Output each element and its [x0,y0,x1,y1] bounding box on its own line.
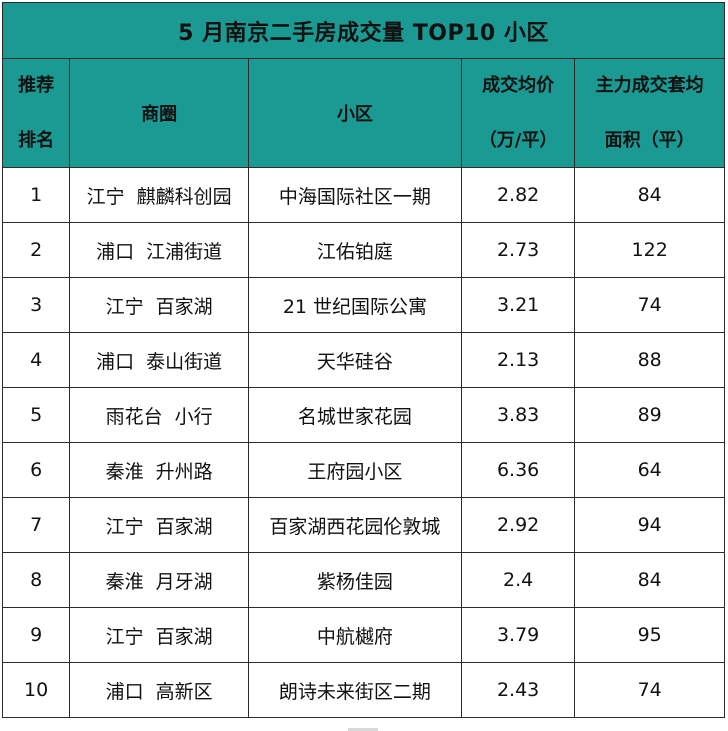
header-area-line2: 面积（平） [604,130,695,151]
header-price-line2: （万/平） [478,130,558,151]
cell-price: 2.92 [460,497,576,553]
table-row: 4 浦口 泰山街道 天华硅谷 2.13 88 [1,332,725,388]
district-area: 月牙湖 [155,570,213,593]
cell-price: 3.21 [460,277,576,333]
cell-community: 江佑铂庭 [248,222,462,278]
cell-rank: 6 [1,442,71,498]
cell-district: 江宁 麒麟科创园 [69,167,249,223]
district-city: 雨花台 [105,405,163,428]
cell-rank: 3 [1,277,71,333]
cell-area: 94 [574,497,725,553]
district-area: 江浦街道 [146,240,223,263]
table-row: 8 秦淮 月牙湖 紫杨佳园 2.4 84 [1,552,725,608]
header-area-line1: 主力成交套均 [595,75,704,96]
table-row: 5 雨花台 小行 名城世家花园 3.83 89 [1,387,725,443]
table-body: 1 江宁 麒麟科创园 中海国际社区一期 2.82 84 2 浦口 江浦街道 江佑铂庭 2.73 122… [1,167,725,718]
header-area: 主力成交套均 面积（平） [574,58,725,168]
cell-district: 浦口 泰山街道 [69,332,249,388]
cell-price: 2.13 [460,332,576,388]
cell-district: 江宁 百家湖 [69,277,249,333]
district-city: 秦淮 [105,460,144,483]
cell-community: 王府园小区 [248,442,462,498]
cell-district: 浦口 高新区 [69,662,249,718]
cell-area: 74 [574,277,725,333]
district-area: 麒麟科创园 [136,185,232,208]
header-rank-line1: 推荐 [18,75,55,96]
cell-rank: 7 [1,497,71,553]
table-row: 2 浦口 江浦街道 江佑铂庭 2.73 122 [1,222,725,278]
district-area: 泰山街道 [146,350,223,373]
cell-area: 88 [574,332,725,388]
cell-community: 名城世家花园 [248,387,462,443]
cell-area: 122 [574,222,725,278]
table-row: 10 浦口 高新区 朗诗未来街区二期 2.43 74 [1,662,725,718]
table-row: 3 江宁 百家湖 21 世纪国际公寓 3.21 74 [1,277,725,333]
district-area: 小行 [174,405,213,428]
cell-community: 21 世纪国际公寓 [248,277,462,333]
cell-rank: 2 [1,222,71,278]
district-area: 高新区 [155,680,213,703]
cell-price: 2.43 [460,662,576,718]
cell-area: 84 [574,552,725,608]
cell-rank: 9 [1,607,71,663]
district-area: 百家湖 [155,295,213,318]
table-row: 1 江宁 麒麟科创园 中海国际社区一期 2.82 84 [1,167,725,223]
cell-area: 95 [574,607,725,663]
cell-district: 雨花台 小行 [69,387,249,443]
table-row: 6 秦淮 升州路 王府园小区 6.36 64 [1,442,725,498]
cell-district: 江宁 百家湖 [69,497,249,553]
district-city: 江宁 [86,185,125,208]
district-city: 江宁 [105,295,144,318]
header-district: 商圈 [69,58,249,168]
cell-area: 84 [574,167,725,223]
cell-community: 中海国际社区一期 [248,167,462,223]
header-community: 小区 [248,58,462,168]
district-area: 百家湖 [155,515,213,538]
cell-district: 江宁 百家湖 [69,607,249,663]
header-price-line1: 成交均价 [482,75,555,96]
cell-area: 74 [574,662,725,718]
header-price: 成交均价 （万/平） [460,58,576,168]
cell-district: 秦淮 月牙湖 [69,552,249,608]
district-city: 江宁 [105,515,144,538]
cell-community: 天华硅谷 [248,332,462,388]
cell-rank: 10 [1,662,71,718]
cell-price: 3.83 [460,387,576,443]
cell-district: 秦淮 升州路 [69,442,249,498]
cell-area: 64 [574,442,725,498]
cell-price: 2.4 [460,552,576,608]
district-area: 百家湖 [155,625,213,648]
cell-community: 朗诗未来街区二期 [248,662,462,718]
header-rank: 推荐 排名 [1,58,71,168]
cell-community: 中航樾府 [248,607,462,663]
cell-price: 2.73 [460,222,576,278]
table-title: 5 月南京二手房成交量 TOP10 小区 [2,2,725,59]
cell-price: 3.79 [460,607,576,663]
district-city: 江宁 [105,625,144,648]
district-city: 浦口 [105,680,144,703]
cell-rank: 8 [1,552,71,608]
table-row: 9 江宁 百家湖 中航樾府 3.79 95 [1,607,725,663]
district-city: 浦口 [96,240,135,263]
district-city: 浦口 [96,350,135,373]
cell-community: 百家湖西花园伦敦城 [248,497,462,553]
top10-table: 5 月南京二手房成交量 TOP10 小区 推荐 排名 商圈 小区 成交均价 （万… [1,2,725,718]
cell-rank: 4 [1,332,71,388]
district-area: 升州路 [155,460,213,483]
cell-rank: 5 [1,387,71,443]
cell-community: 紫杨佳园 [248,552,462,608]
cell-price: 6.36 [460,442,576,498]
cell-area: 89 [574,387,725,443]
cell-district: 浦口 江浦街道 [69,222,249,278]
district-city: 秦淮 [105,570,144,593]
table-row: 7 江宁 百家湖 百家湖西花园伦敦城 2.92 94 [1,497,725,553]
header-rank-line2: 排名 [18,130,55,151]
cell-price: 2.82 [460,167,576,223]
bottom-edge-mark [348,728,378,731]
cell-rank: 1 [1,167,71,223]
